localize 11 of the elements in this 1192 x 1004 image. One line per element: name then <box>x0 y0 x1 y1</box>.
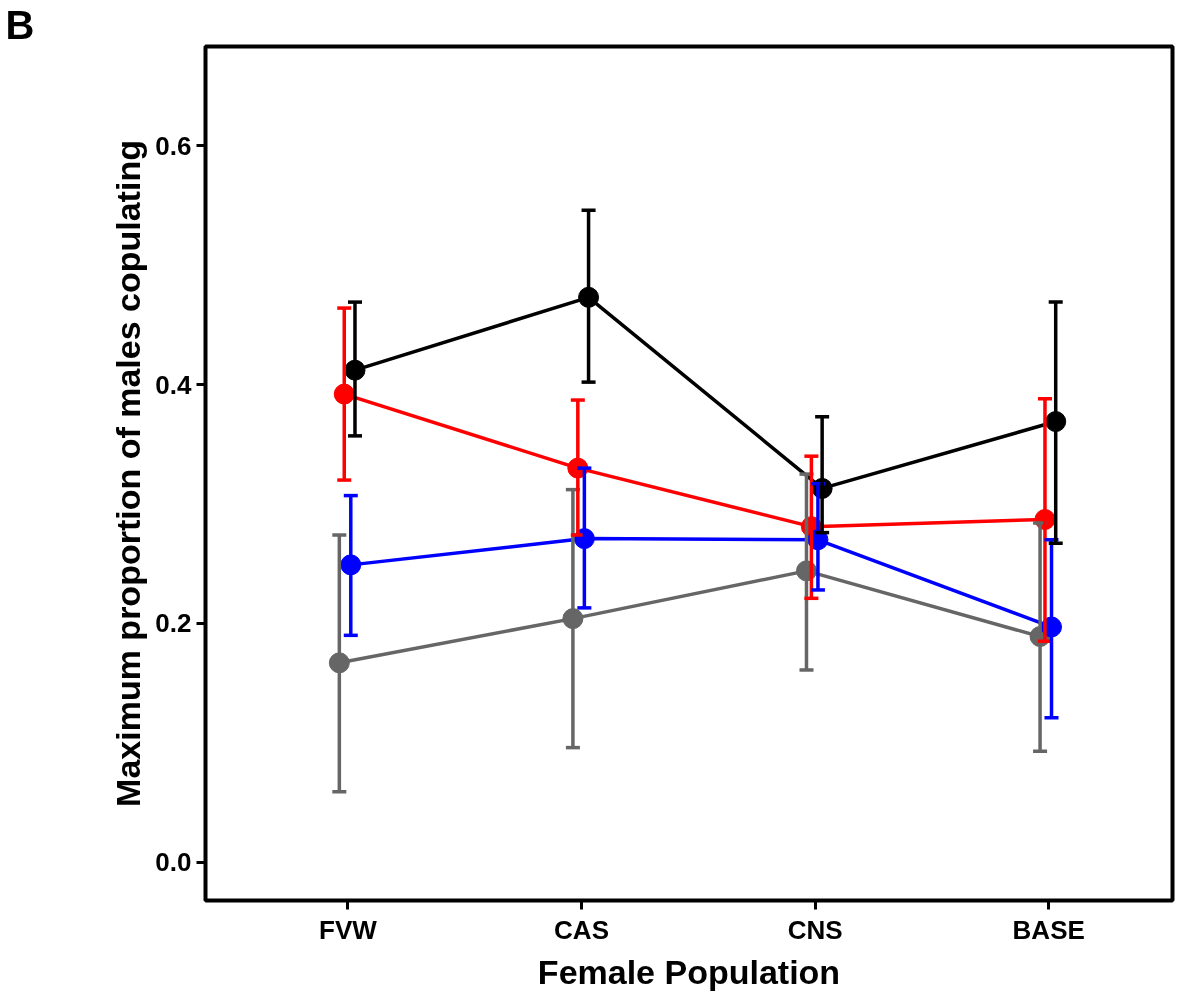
x-tick-label: BASE <box>1012 914 1085 945</box>
y-tick-label: 0.6 <box>155 130 192 161</box>
y-tick-label: 0.2 <box>155 608 192 639</box>
y-axis-title: Maximum proportion of males copulating <box>109 140 148 807</box>
y-tick-label: 0.4 <box>155 369 193 400</box>
x-tick-label: FVW <box>319 914 378 945</box>
x-axis-title: Female Population <box>537 952 841 991</box>
y-tick-label: 0.0 <box>155 847 192 878</box>
x-tick-label: CAS <box>554 914 610 945</box>
x-tick-label: CNS <box>787 914 843 945</box>
text: B <box>5 2 35 47</box>
